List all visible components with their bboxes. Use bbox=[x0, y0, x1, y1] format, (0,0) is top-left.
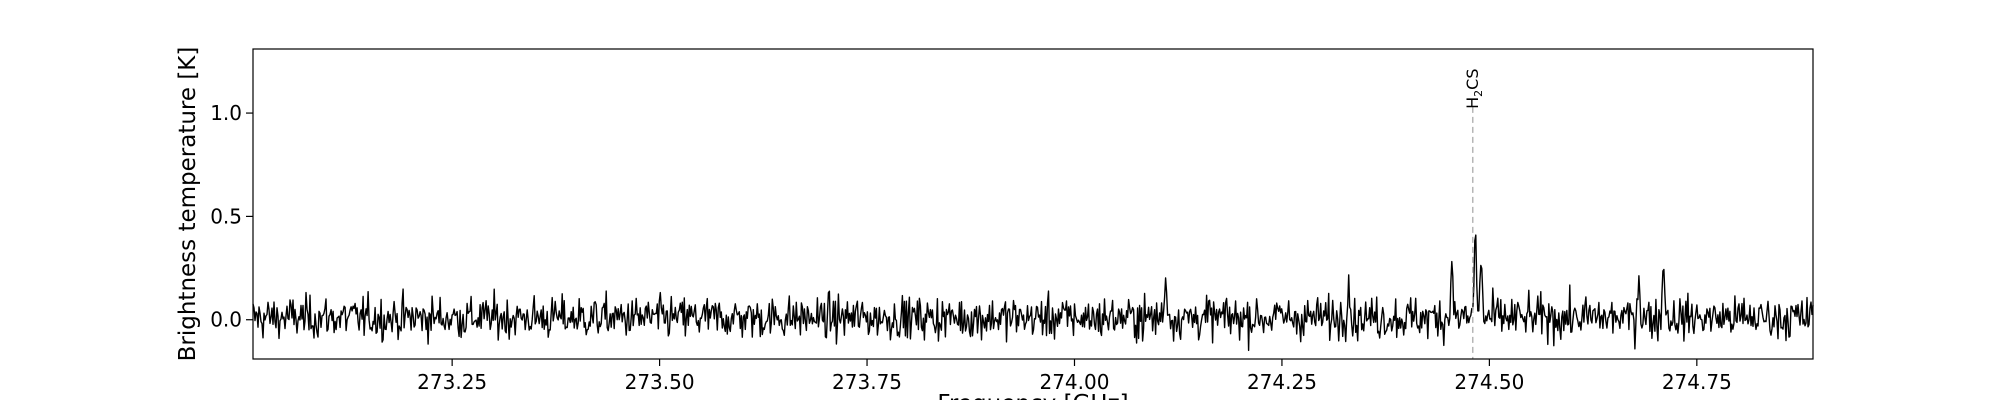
plot-frame bbox=[252, 48, 1814, 360]
x-tick-label: 274.00 bbox=[1039, 370, 1109, 394]
y-tick-label: 1.0 bbox=[210, 101, 242, 125]
line-marker-label: H2CS bbox=[1463, 69, 1485, 109]
x-tick-label: 273.25 bbox=[417, 370, 487, 394]
line-markers: H2CS bbox=[1463, 69, 1485, 359]
x-tick-label: 274.50 bbox=[1454, 370, 1524, 394]
spectrum-line bbox=[252, 234, 1814, 352]
y-axis-title: Brightness temperature [K] bbox=[175, 47, 201, 362]
x-tick-label: 273.75 bbox=[832, 370, 902, 394]
spectrum-series bbox=[252, 234, 1814, 352]
x-tick-label: 273.50 bbox=[625, 370, 695, 394]
x-tick-label: 274.25 bbox=[1247, 370, 1317, 394]
x-ticks: 273.25 273.50 273.75 274.00 274.25 274.50 274.… bbox=[417, 359, 1732, 394]
x-axis-title: Frequency [GHz] bbox=[937, 391, 1128, 400]
x-tick-label: 274.75 bbox=[1662, 370, 1732, 394]
y-ticks: 0.0 0.5 1.0 bbox=[210, 101, 253, 332]
y-tick-label: 0.0 bbox=[210, 308, 242, 332]
y-tick-label: 0.5 bbox=[210, 204, 242, 228]
